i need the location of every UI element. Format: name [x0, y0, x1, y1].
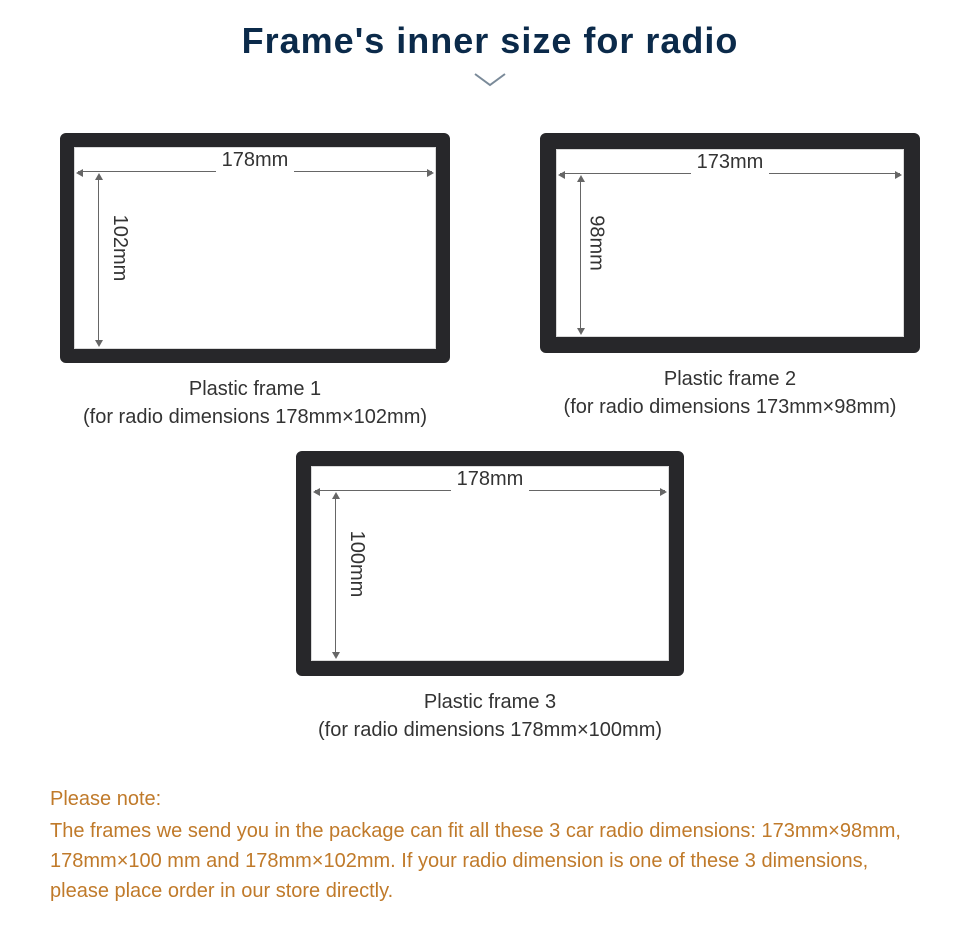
dimension-vertical: 102mm — [80, 147, 106, 349]
frame-caption-line2: (for radio dimensions 178mm×102mm) — [83, 403, 427, 431]
frame-box-3: 178mm 100mm — [296, 451, 684, 676]
page-container: Frame's inner size for radio 178mm 102mm — [0, 0, 980, 927]
page-title: Frame's inner size for radio — [0, 20, 980, 62]
frame-caption-line2: (for radio dimensions 178mm×100mm) — [318, 716, 662, 744]
dimension-horizontal: 178mm — [311, 472, 669, 498]
frames-row-bottom: 178mm 100mm Plastic frame 3 (for radio d… — [0, 451, 980, 744]
frame-item-1: 178mm 102mm Plastic frame 1 (for radio d… — [60, 133, 450, 431]
frame-item-3: 178mm 100mm Plastic frame 3 (for radio d… — [296, 451, 684, 744]
note-block: Please note: The frames we send you in t… — [0, 764, 980, 906]
dim-v-label: 100mm — [345, 526, 368, 601]
chevron-down-icon — [473, 72, 507, 93]
dimension-vertical: 98mm — [562, 149, 588, 337]
frames-row-top: 178mm 102mm Plastic frame 1 (for radio d… — [0, 133, 980, 431]
dim-v-line — [335, 494, 336, 657]
dim-v-line — [98, 175, 99, 345]
frame-caption-line1: Plastic frame 1 — [189, 378, 321, 400]
note-body: The frames we send you in the package ca… — [50, 820, 901, 902]
chevron-wrap — [0, 72, 980, 93]
frame-caption-line1: Plastic frame 2 — [664, 368, 796, 390]
frame-caption-line1: Plastic frame 3 — [424, 691, 556, 713]
dim-v-label: 98mm — [584, 211, 607, 275]
frame-caption-line2: (for radio dimensions 173mm×98mm) — [564, 393, 897, 421]
dimension-horizontal: 173mm — [556, 155, 904, 181]
note-heading: Please note: — [50, 784, 930, 814]
frame-caption-3: Plastic frame 3 (for radio dimensions 17… — [318, 688, 662, 744]
dimension-horizontal: 178mm — [74, 153, 436, 179]
frame-caption-1: Plastic frame 1 (for radio dimensions 17… — [83, 375, 427, 431]
frame-box-2: 173mm 98mm — [540, 133, 920, 353]
frame-box-1: 178mm 102mm — [60, 133, 450, 363]
dim-h-label: 173mm — [691, 151, 770, 174]
dim-h-label: 178mm — [451, 468, 530, 491]
frame-caption-2: Plastic frame 2 (for radio dimensions 17… — [564, 365, 897, 421]
dimension-vertical: 100mm — [317, 466, 343, 661]
frame-item-2: 173mm 98mm Plastic frame 2 (for radio di… — [540, 133, 920, 431]
dim-h-label: 178mm — [216, 149, 295, 172]
dim-v-line — [580, 177, 581, 333]
dim-v-label: 102mm — [108, 211, 131, 286]
